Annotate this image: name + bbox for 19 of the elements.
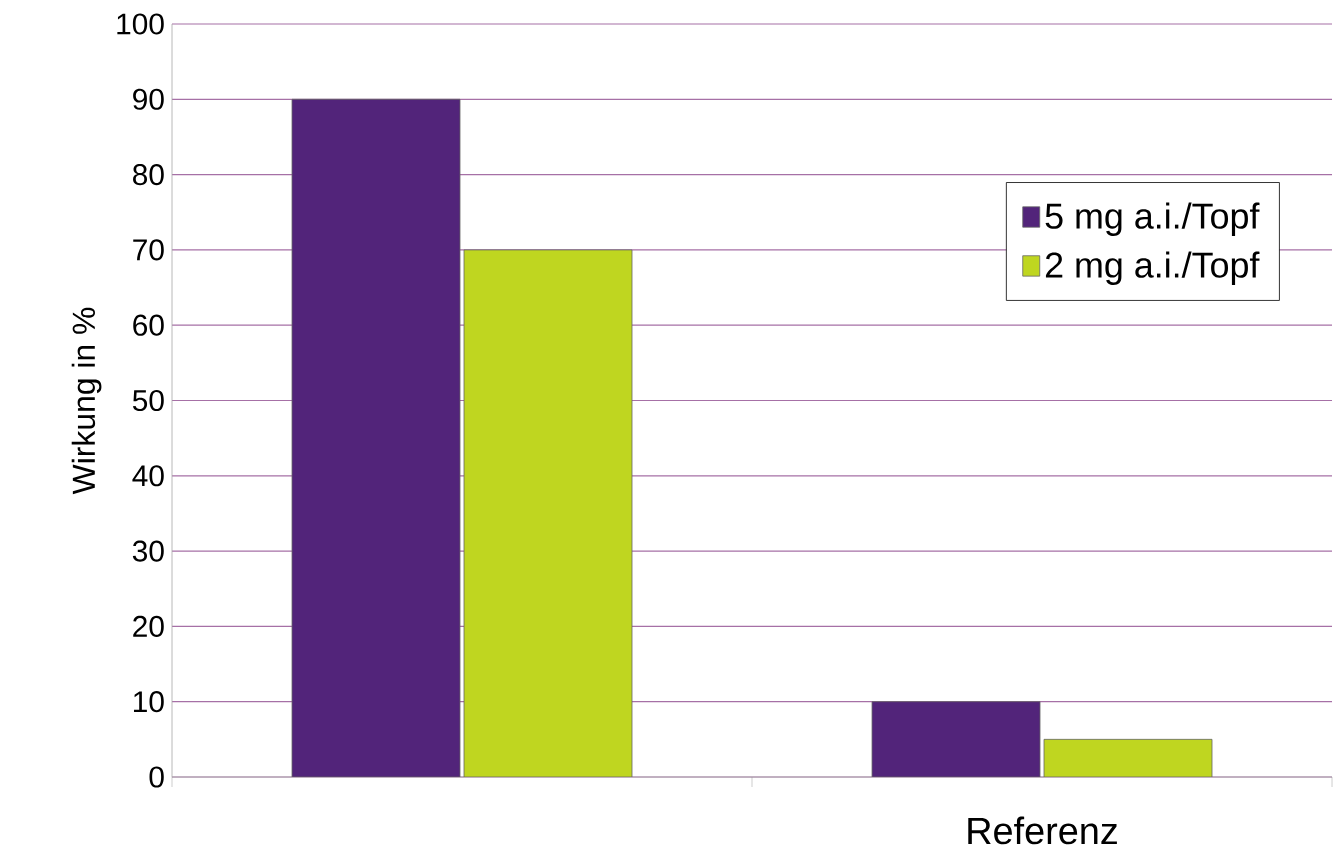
y-tick-label: 20	[133, 615, 164, 637]
y-tick-label: 50	[132, 389, 164, 412]
x-tick-label: Referenz	[968, 816, 1117, 845]
y-tick-label: 10	[134, 691, 164, 713]
y-tick-label: 60	[133, 314, 164, 336]
bar	[871, 701, 1041, 777]
y-tick-label: 40	[132, 465, 164, 487]
bar	[1043, 738, 1213, 777]
y-axis-title: Wirkung in %	[71, 307, 102, 495]
legend-label: 5 mg a.i./Topf	[1045, 202, 1260, 236]
y-tick-label: 0	[149, 766, 164, 788]
y-tick-label: 30	[132, 540, 164, 562]
y-tick-label: 100	[117, 13, 164, 35]
bar	[291, 98, 461, 777]
y-tick-label: 80	[133, 164, 164, 186]
legend-label: 2 mg a.i./Topf	[1045, 251, 1260, 285]
y-tick-label: 90	[133, 88, 164, 110]
bar	[463, 249, 633, 777]
y-tick-label: 70	[133, 239, 164, 261]
